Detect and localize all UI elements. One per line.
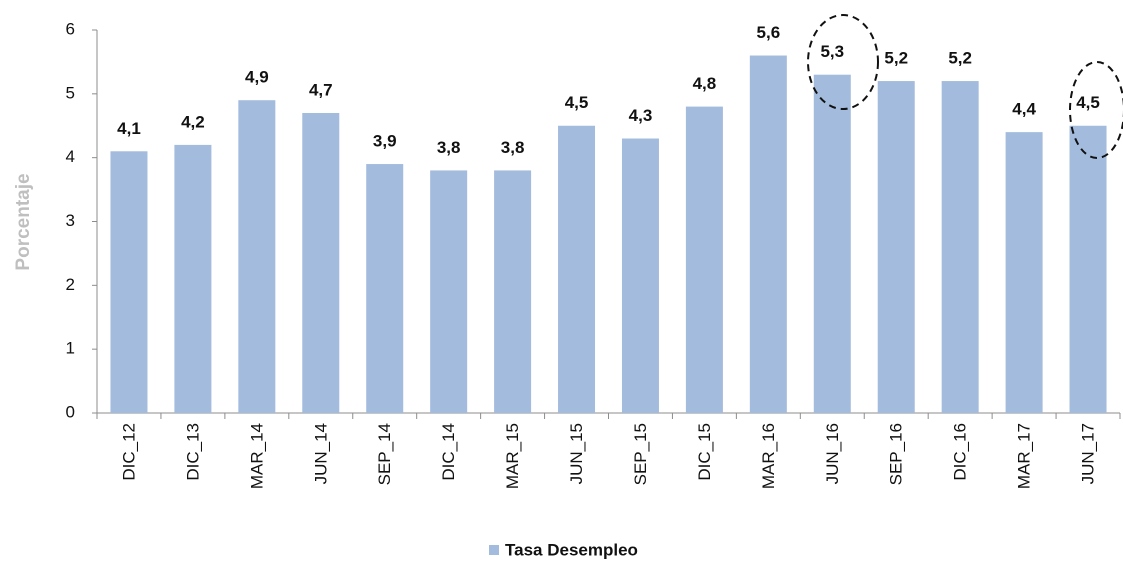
x-tick-label: JUN_16 (823, 423, 842, 484)
legend-label: Tasa Desempleo (505, 540, 638, 559)
y-axis-label: Porcentaje (13, 173, 34, 270)
data-label: 4,2 (181, 112, 205, 131)
bar (110, 151, 148, 414)
bar (430, 170, 468, 413)
y-tick-label: 6 (66, 19, 75, 38)
x-tick-label: DIC_12 (119, 423, 138, 481)
y-tick-label: 5 (66, 83, 75, 102)
y-tick-label: 1 (66, 339, 75, 358)
bar (941, 81, 979, 414)
data-label: 4,3 (629, 106, 653, 125)
data-label: 4,1 (117, 119, 141, 138)
bar (749, 55, 787, 414)
x-tick-label: JUN_14 (311, 423, 330, 484)
bar (1005, 132, 1043, 413)
data-label: 3,8 (437, 138, 461, 157)
data-label: 4,9 (245, 68, 269, 87)
bar (238, 100, 276, 413)
bar (877, 81, 915, 414)
bar (174, 144, 212, 413)
bar (302, 112, 340, 413)
x-tick-label: MAR_17 (1015, 423, 1034, 489)
data-label: 4,7 (309, 80, 333, 99)
x-tick-label: DIC_15 (695, 423, 714, 481)
y-tick-label: 4 (66, 147, 75, 166)
x-tick-label: SEP_16 (887, 423, 906, 485)
x-tick-label: JUN_17 (1079, 423, 1098, 484)
x-tick-label: DIC_16 (951, 423, 970, 481)
x-tick-label: MAR_14 (247, 423, 266, 489)
data-label: 5,6 (757, 23, 781, 42)
data-label: 5,2 (948, 49, 972, 68)
data-label: 4,5 (1076, 93, 1100, 112)
legend-swatch (489, 545, 499, 555)
y-tick-label: 0 (66, 402, 75, 421)
bar (685, 106, 723, 413)
data-label: 4,8 (693, 74, 717, 93)
x-tick-label: MAR_16 (759, 423, 778, 489)
x-tick-label: MAR_15 (503, 423, 522, 489)
bar (813, 74, 851, 413)
data-label: 5,3 (820, 42, 844, 61)
data-label: 4,4 (1012, 100, 1036, 119)
x-tick-label: SEP_15 (631, 423, 650, 485)
x-tick-label: SEP_14 (375, 423, 394, 485)
bar (558, 125, 596, 413)
bar (366, 164, 404, 413)
y-tick-label: 3 (66, 211, 75, 230)
bar (621, 138, 659, 413)
data-label: 5,2 (884, 49, 908, 68)
data-label: 3,9 (373, 132, 397, 151)
data-label: 4,5 (565, 93, 589, 112)
bar (494, 170, 532, 413)
x-tick-label: DIC_13 (183, 423, 202, 481)
data-label: 3,8 (501, 138, 525, 157)
x-tick-label: DIC_14 (439, 423, 458, 481)
y-tick-label: 2 (66, 275, 75, 294)
bar (1069, 125, 1107, 413)
highlight-ellipse (807, 14, 879, 110)
x-tick-label: JUN_15 (567, 423, 586, 484)
